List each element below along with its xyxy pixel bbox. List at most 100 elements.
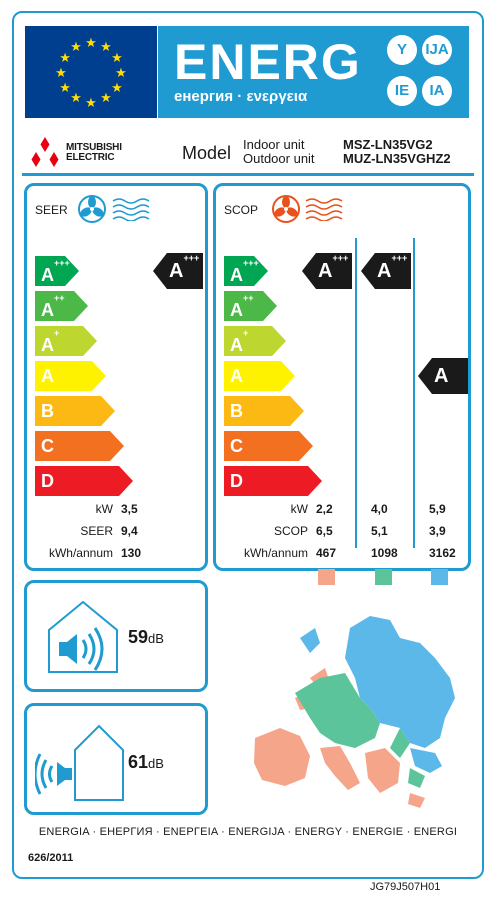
scop-stat-value: 6,5	[316, 524, 333, 538]
outdoor-speaker-icon	[35, 724, 124, 801]
energy-class-bar: B	[224, 396, 304, 426]
eu-star-icon: ★	[111, 79, 123, 95]
energy-rating-arrow: A	[418, 358, 468, 394]
energy-class-arrow-shape	[224, 396, 304, 426]
eu-star-icon: ★	[70, 38, 82, 54]
eu-star-icon: ★	[85, 34, 97, 50]
document-code: JG79J507H01	[370, 881, 441, 893]
energy-class-plus: ++	[243, 293, 254, 303]
outdoor-model: MUZ-LN35VGHZ2	[343, 151, 451, 166]
energy-rating-plus: +++	[183, 253, 200, 264]
energy-class-label: A+++	[230, 258, 259, 286]
brand: MITSUBISHI ELECTRIC	[28, 137, 148, 169]
energy-class-label: A++	[230, 293, 254, 321]
language-code-circle: IE	[387, 76, 417, 106]
eu-star-icon: ★	[111, 49, 123, 65]
energy-class-arrow-shape	[35, 431, 124, 461]
energy-class-arrow-shape	[35, 326, 97, 356]
energy-class-letter: B	[230, 401, 243, 421]
climate-zone-area	[410, 748, 442, 773]
scop-stat-value: 467	[316, 546, 337, 560]
energy-rating-letter: A	[318, 260, 333, 282]
outdoor-unit-label: Outdoor unit	[243, 151, 315, 166]
energy-class-label: B	[41, 400, 54, 422]
energy-class-arrow-shape	[35, 256, 79, 286]
unit-labels: Indoor unit Outdoor unit	[243, 138, 315, 166]
climate-zone-swatch	[375, 569, 392, 585]
indoor-noise-unit: dB	[148, 631, 164, 646]
eu-star-icon: ★	[59, 79, 71, 95]
hot-air-waves-icon	[305, 198, 343, 221]
energy-rating-label: A	[434, 365, 448, 388]
climate-zone-area	[408, 793, 425, 808]
energy-class-letter: D	[41, 471, 54, 491]
energy-class-label: A++	[41, 293, 65, 321]
energy-class-letter: A	[41, 366, 54, 386]
energy-rating-plus: +++	[332, 253, 349, 264]
climate-zone-swatch	[318, 569, 335, 585]
energy-class-bar: B	[35, 396, 115, 426]
energy-class-letter: A	[230, 265, 243, 285]
energy-class-label: C	[41, 435, 54, 457]
seer-stat-value: 9,4	[121, 524, 138, 538]
climate-zone-area	[408, 768, 425, 788]
energy-header: ENERG енергия · ενεργεια Y IJA IE IA	[158, 26, 469, 118]
eu-star-icon: ★	[70, 90, 82, 106]
three-diamond-logo-icon	[31, 137, 59, 167]
energy-class-letter: C	[41, 436, 54, 456]
energy-rating-label: A+++	[318, 253, 348, 283]
seer-stat-value: 3,5	[121, 502, 138, 516]
scop-stat-key: kW	[290, 502, 308, 516]
language-code-circle: IJA	[422, 35, 452, 65]
energy-class-plus: +++	[243, 258, 259, 268]
energy-class-letter: A	[41, 335, 54, 355]
scop-stat-value: 5,1	[371, 524, 388, 538]
climate-zone-swatch	[431, 569, 448, 585]
indoor-model: MSZ-LN35VG2	[343, 137, 433, 152]
brand-name-line2: ELECTRIC	[66, 152, 115, 163]
energy-rating-label: A+++	[169, 253, 199, 283]
eu-star-icon: ★	[115, 64, 127, 80]
energy-class-plus: +	[54, 328, 60, 338]
indoor-noise-value: 59dB	[128, 627, 164, 648]
brand-name-line1: MITSUBISHI	[66, 142, 122, 153]
energy-class-arrow-shape	[35, 291, 88, 321]
energy-class-letter: C	[230, 436, 243, 456]
energy-class-letter: D	[230, 471, 243, 491]
seer-label: SEER	[35, 203, 68, 217]
unit-models: MSZ-LN35VG2 MUZ-LN35VGHZ2	[343, 138, 451, 166]
indoor-speaker-icon	[48, 600, 118, 673]
energy-rating-arrow-shape	[418, 358, 468, 394]
energy-rating-arrow-shape	[153, 253, 203, 289]
energy-rating-arrow: A+++	[302, 253, 352, 289]
energy-class-arrow-shape	[35, 396, 115, 426]
scop-stat-value: 2,2	[316, 502, 333, 516]
outdoor-noise-panel: 61dB	[24, 703, 208, 815]
seer-stat-key: SEER	[80, 524, 113, 538]
label-frame	[12, 11, 484, 879]
outdoor-noise-unit: dB	[148, 756, 164, 771]
outdoor-noise-value: 61dB	[128, 752, 164, 773]
indoor-noise-number: 59	[128, 627, 149, 647]
header-divider	[22, 173, 474, 176]
climate-zone-area	[345, 616, 455, 748]
indoor-unit-label: Indoor unit	[243, 137, 305, 152]
scop-stat-value: 1098	[371, 546, 398, 560]
language-code-circle: IA	[422, 76, 452, 106]
energy-class-plus: +++	[54, 258, 70, 268]
energy-class-plus: ++	[54, 293, 65, 303]
outdoor-noise-number: 61	[128, 752, 149, 772]
seer-panel: SEER A+++ A++ A+ A B C D A+++ kW 3,5 SEER 9,4 kWh/…	[24, 183, 208, 571]
seer-stat-value: 130	[121, 546, 142, 560]
energy-class-bar: C	[224, 431, 313, 461]
europe-climate-map	[254, 616, 455, 808]
scop-stat-value: 3162	[429, 546, 456, 560]
energy-class-letter: A	[230, 366, 243, 386]
eu-flag: ★ ★ ★ ★ ★ ★ ★ ★ ★ ★ ★ ★	[25, 26, 157, 118]
energy-class-arrow-shape	[224, 326, 286, 356]
energy-class-letter: A	[230, 300, 243, 320]
indoor-noise-panel: 59dB	[24, 580, 208, 692]
scop-label: SCOP	[224, 203, 259, 217]
eu-star-icon: ★	[59, 49, 71, 65]
zone-divider-line	[413, 238, 415, 548]
